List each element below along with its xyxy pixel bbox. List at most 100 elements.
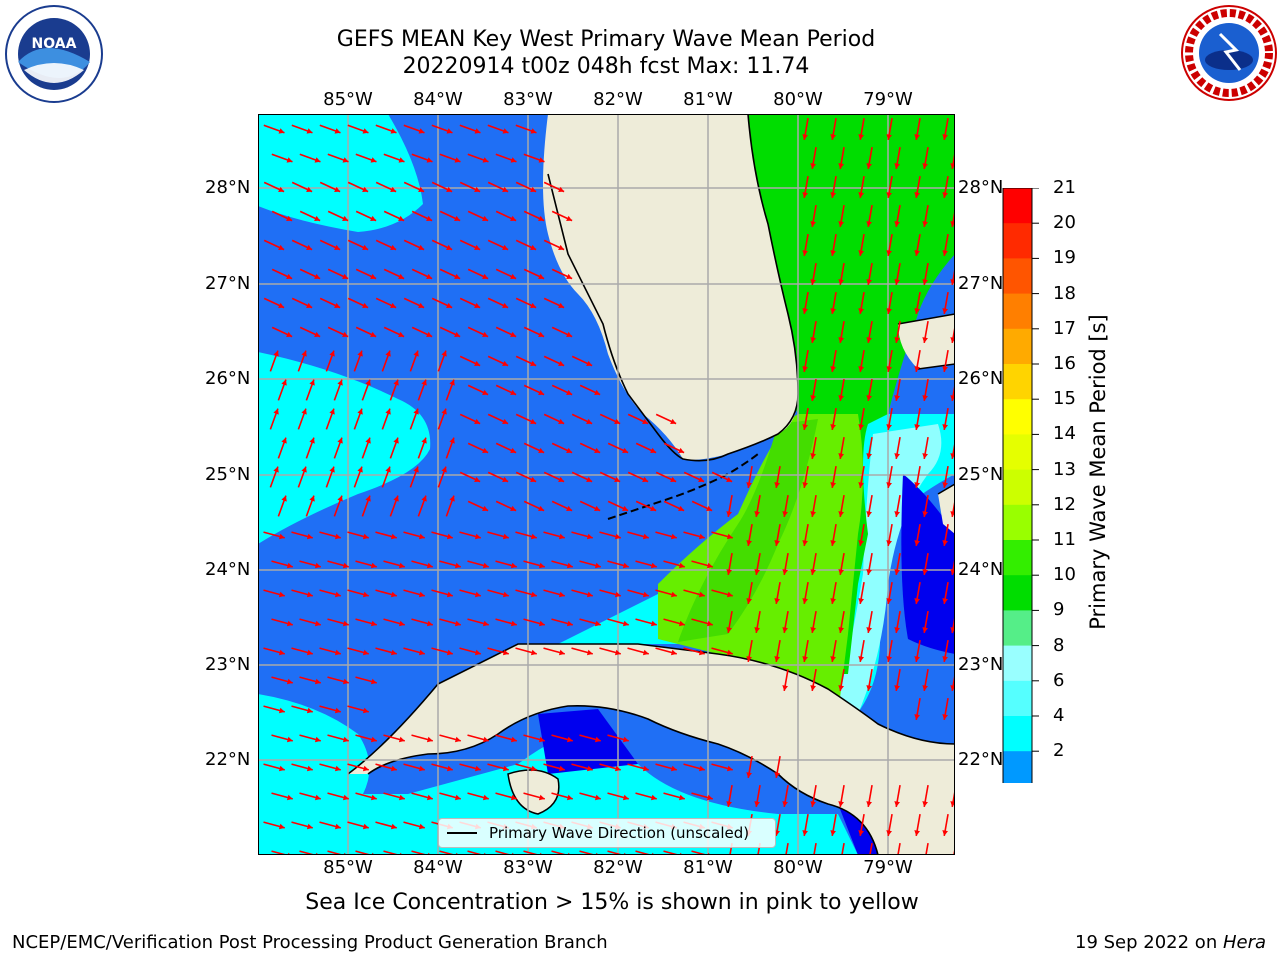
- wave-direction-arrowhead: [329, 408, 335, 415]
- wave-direction-arrowhead: [866, 569, 872, 575]
- colorbar-tick-label: 2: [1053, 740, 1065, 762]
- wave-direction-arrowhead: [278, 128, 285, 134]
- wave-direction-arrowhead: [393, 379, 399, 386]
- wave-direction-arrowhead: [866, 453, 872, 459]
- wave-direction-arrowhead: [886, 540, 892, 546]
- wave-direction-arrowhead: [914, 308, 920, 314]
- wave-direction-arrowhead: [449, 379, 455, 386]
- wave-direction-arrowhead: [754, 627, 760, 633]
- wave-direction-arrowhead: [746, 772, 752, 778]
- wave-direction-arrowhead: [614, 418, 621, 425]
- wave-direction-arrowhead: [390, 823, 397, 830]
- wave-direction-arrowhead: [642, 765, 649, 772]
- wave-direction-arrowhead: [510, 736, 517, 743]
- wave-direction-arrowhead: [922, 453, 928, 459]
- wave-direction-arrowhead: [309, 379, 315, 386]
- wave-direction-arrowhead: [886, 424, 892, 430]
- wave-direction-arrowhead: [566, 505, 573, 512]
- wave-direction-arrowhead: [278, 591, 285, 598]
- wave-direction-arrowhead: [306, 707, 313, 714]
- wave-direction-arrowhead: [362, 186, 369, 193]
- wave-direction-arrowhead: [914, 482, 920, 488]
- noaa-logo: NOAA: [5, 5, 103, 103]
- wave-direction-arrowhead: [370, 794, 377, 801]
- wave-direction-arrowhead: [866, 511, 872, 517]
- map-title: GEFS MEAN Key West Primary Wave Mean Per…: [336, 27, 876, 52]
- wave-direction-arrowhead: [286, 736, 293, 743]
- wave-direction-arrowhead: [782, 569, 788, 575]
- wave-direction-arrowhead: [922, 395, 928, 401]
- wave-direction-arrowhead: [482, 273, 489, 280]
- lat-label-left: 25°N: [205, 464, 251, 485]
- lat-label-left: 26°N: [205, 368, 251, 389]
- wave-direction-arrowhead: [342, 678, 349, 685]
- wave-direction-arrowhead: [678, 562, 685, 569]
- wave-direction-arrowhead: [530, 765, 537, 772]
- wave-direction-arrowhead: [362, 707, 369, 714]
- colorbar-segment: [1003, 469, 1032, 506]
- wave-direction-arrowhead: [774, 656, 780, 662]
- wave-direction-arrowhead: [894, 627, 900, 633]
- wave-direction-arrowhead: [810, 221, 816, 227]
- wave-direction-arrowhead: [474, 186, 481, 193]
- wave-direction-arrowhead: [950, 163, 955, 169]
- wave-direction-arrowhead: [278, 244, 285, 251]
- wave-direction-arrowhead: [510, 215, 517, 222]
- wave-direction-arrowhead: [830, 540, 836, 546]
- wave-direction-arrowhead: [474, 244, 481, 251]
- wave-direction-arrowhead: [706, 620, 713, 627]
- wave-direction-arrowhead: [370, 620, 377, 627]
- wave-direction-arrowhead: [942, 598, 948, 604]
- wave-direction-arrowhead: [502, 533, 509, 540]
- wave-direction-arrowhead: [622, 794, 629, 801]
- wave-direction-arrowhead: [370, 273, 377, 280]
- wave-direction-arrowhead: [886, 308, 892, 314]
- wave-direction-arrowhead: [421, 437, 427, 444]
- lon-label-top: 85°W: [323, 89, 373, 110]
- wave-direction-arrowhead: [838, 801, 844, 807]
- wave-direction-arrowhead: [474, 418, 481, 425]
- wave-direction-arrowhead: [365, 379, 371, 386]
- wave-direction-arrowhead: [586, 418, 593, 425]
- wave-direction-arrowhead: [838, 221, 844, 227]
- wave-direction-arrowhead: [558, 302, 565, 309]
- wave-direction-arrowhead: [413, 466, 419, 473]
- wave-direction-arrowhead: [950, 801, 955, 807]
- wave-direction-arrowhead: [393, 437, 399, 444]
- wave-direction-arrowhead: [314, 273, 321, 280]
- wave-direction-arrowhead: [698, 476, 705, 483]
- wave-direction-arrowhead: [858, 482, 864, 488]
- wave-direction-arrowhead: [746, 656, 752, 662]
- wave-direction-arrowhead: [922, 279, 928, 285]
- colorbar-segment: [1003, 293, 1032, 330]
- wave-direction-arrowhead: [362, 533, 369, 540]
- wave-direction-arrowhead: [334, 128, 341, 134]
- wave-direction-arrowhead: [538, 505, 545, 512]
- wave-direction-arrowhead: [502, 186, 509, 193]
- wave-direction-arrowhead: [942, 308, 948, 314]
- wave-direction-arrowhead: [446, 244, 453, 251]
- wave-direction-arrowhead: [858, 134, 864, 140]
- colorbar: [1002, 188, 1039, 783]
- wave-direction-arrowhead: [510, 562, 517, 569]
- wave-direction-arrowhead: [594, 447, 601, 454]
- wave-direction-arrowhead: [510, 620, 517, 627]
- wave-direction-arrowhead: [942, 192, 948, 198]
- wave-direction-arrowhead: [950, 569, 955, 575]
- wave-direction-arrowhead: [914, 424, 920, 430]
- wave-direction-arrowhead: [670, 533, 677, 540]
- wave-direction-arrowhead: [866, 801, 872, 807]
- wave-direction-arrowhead: [398, 331, 405, 338]
- wave-direction-arrowhead: [706, 562, 713, 569]
- wave-direction-arrowhead: [365, 437, 371, 444]
- wave-direction-arrowhead: [502, 128, 509, 134]
- wave-direction-arrowhead: [413, 350, 419, 357]
- wave-direction-arrowhead: [362, 765, 369, 772]
- wave-direction-arrowhead: [510, 505, 517, 512]
- wave-direction-arrowhead: [886, 192, 892, 198]
- wave-direction-arrowhead: [858, 366, 864, 372]
- wave-direction-arrowhead: [838, 337, 844, 343]
- wave-direction-arrowhead: [594, 794, 601, 801]
- wave-direction-arrowhead: [446, 649, 453, 656]
- wave-direction-arrowhead: [474, 591, 481, 598]
